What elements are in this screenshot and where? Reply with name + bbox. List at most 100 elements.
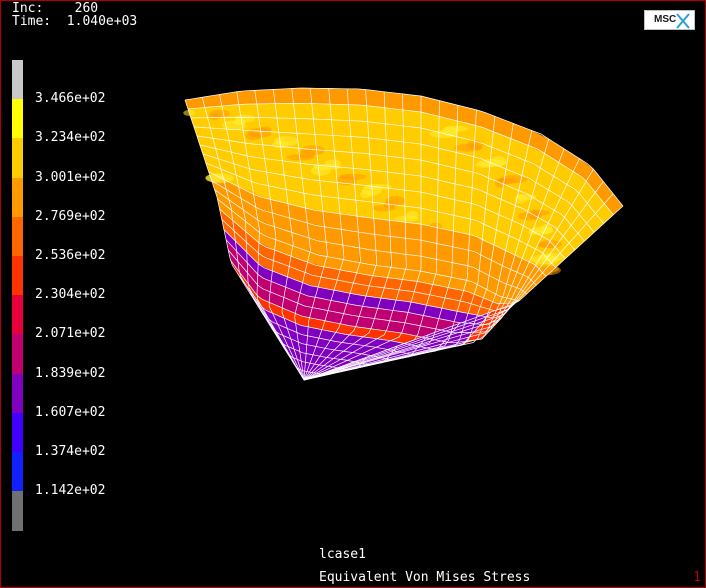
- mesh-element: [347, 353, 371, 362]
- mesh-element: [437, 180, 456, 200]
- mesh-element: [353, 272, 373, 286]
- legend-label: 3.466e+02: [35, 91, 106, 107]
- mesh-element: [432, 274, 452, 288]
- mesh-element: [330, 332, 350, 343]
- mesh-element: [272, 313, 288, 329]
- mesh-element: [521, 277, 531, 291]
- contour-spot: [228, 189, 257, 200]
- mesh-element: [229, 140, 248, 156]
- contour-spot: [259, 126, 272, 133]
- contour-spot: [406, 210, 419, 219]
- mesh-line-circumferential: [249, 292, 460, 355]
- mesh-element: [332, 360, 355, 368]
- mesh-element: [258, 253, 274, 271]
- mesh-element: [321, 320, 341, 333]
- contour-spot: [338, 173, 367, 180]
- mesh-element: [455, 152, 474, 173]
- contour-spot: [499, 175, 528, 184]
- mesh-element: [479, 255, 492, 276]
- mesh-element: [368, 137, 387, 156]
- mesh-element: [558, 148, 580, 172]
- mesh-element: [309, 307, 328, 321]
- mesh-element: [482, 224, 497, 245]
- mesh-element: [231, 152, 250, 169]
- contour-spot: [324, 159, 341, 168]
- mesh-element: [349, 120, 369, 138]
- mesh-element: [514, 289, 523, 301]
- mesh-element: [274, 239, 293, 257]
- mesh-element: [604, 193, 623, 215]
- mesh-element: [334, 342, 354, 352]
- mesh-line-circumferential: [260, 310, 429, 360]
- mesh-element: [269, 302, 284, 319]
- mesh-element: [421, 240, 437, 260]
- mesh-element: [365, 285, 385, 299]
- mesh-element: [219, 209, 234, 231]
- mesh-element: [293, 357, 301, 370]
- mesh-element: [275, 103, 296, 119]
- mesh-element: [321, 196, 340, 214]
- contour-spot: [530, 209, 550, 216]
- mesh-element: [295, 118, 315, 135]
- mesh-element: [226, 129, 246, 143]
- mesh-element: [386, 139, 404, 158]
- mesh-element: [270, 199, 290, 218]
- mesh-element: [273, 250, 291, 267]
- mesh-element: [328, 88, 349, 105]
- mesh-element: [319, 180, 339, 199]
- mesh-element: [291, 88, 312, 104]
- mesh-element: [221, 219, 236, 241]
- mesh-element: [275, 331, 289, 347]
- mesh-line-circumferential: [190, 116, 604, 224]
- mesh-element: [246, 242, 259, 264]
- mesh-element: [453, 199, 472, 219]
- mesh-element: [395, 334, 429, 349]
- mesh-element: [328, 359, 348, 367]
- mesh-element: [437, 195, 455, 216]
- legend-label: 2.536e+02: [35, 248, 106, 263]
- mesh-element: [522, 244, 536, 262]
- mesh-element: [386, 320, 405, 334]
- time-value: 1.040e+03: [66, 14, 138, 29]
- mesh-element: [337, 269, 357, 284]
- mesh-line-circumferential: [271, 327, 398, 366]
- mesh-element: [285, 276, 303, 293]
- mesh-element: [452, 231, 470, 251]
- mesh-element: [243, 209, 260, 233]
- mesh-element: [384, 91, 403, 110]
- mesh-element: [323, 358, 341, 367]
- mesh-element: [493, 116, 514, 139]
- mesh-element: [517, 292, 527, 302]
- mesh-element: [491, 131, 511, 154]
- mesh-element: [451, 262, 468, 281]
- mesh-element: [346, 293, 366, 307]
- mesh-element: [313, 346, 326, 357]
- mesh-element: [466, 265, 480, 285]
- mesh-element: [516, 274, 529, 290]
- mesh-element: [234, 230, 247, 253]
- mesh-element: [471, 187, 487, 209]
- mesh-element: [426, 294, 445, 309]
- mesh-element: [445, 287, 464, 301]
- mesh-element: [369, 275, 388, 288]
- mesh-element: [372, 265, 391, 278]
- mesh-line-circumferential: [193, 126, 595, 233]
- time-label: Time:: [12, 14, 52, 29]
- mesh-line-circumferential: [230, 259, 514, 344]
- mesh-element: [362, 296, 381, 309]
- mesh-element: [489, 260, 503, 281]
- mesh-element: [365, 89, 385, 108]
- msc-logo-text: MSC: [654, 14, 677, 25]
- mesh-element: [579, 203, 596, 224]
- mesh-element: [214, 189, 232, 211]
- legend-swatch: [12, 334, 23, 375]
- mesh-element: [301, 361, 306, 372]
- mesh-element: [235, 241, 248, 263]
- mesh-element: [319, 348, 335, 358]
- mesh-element: [193, 126, 213, 139]
- mesh-element: [350, 136, 370, 154]
- mesh-line-circumferential: [223, 229, 517, 319]
- mesh-element: [326, 350, 344, 359]
